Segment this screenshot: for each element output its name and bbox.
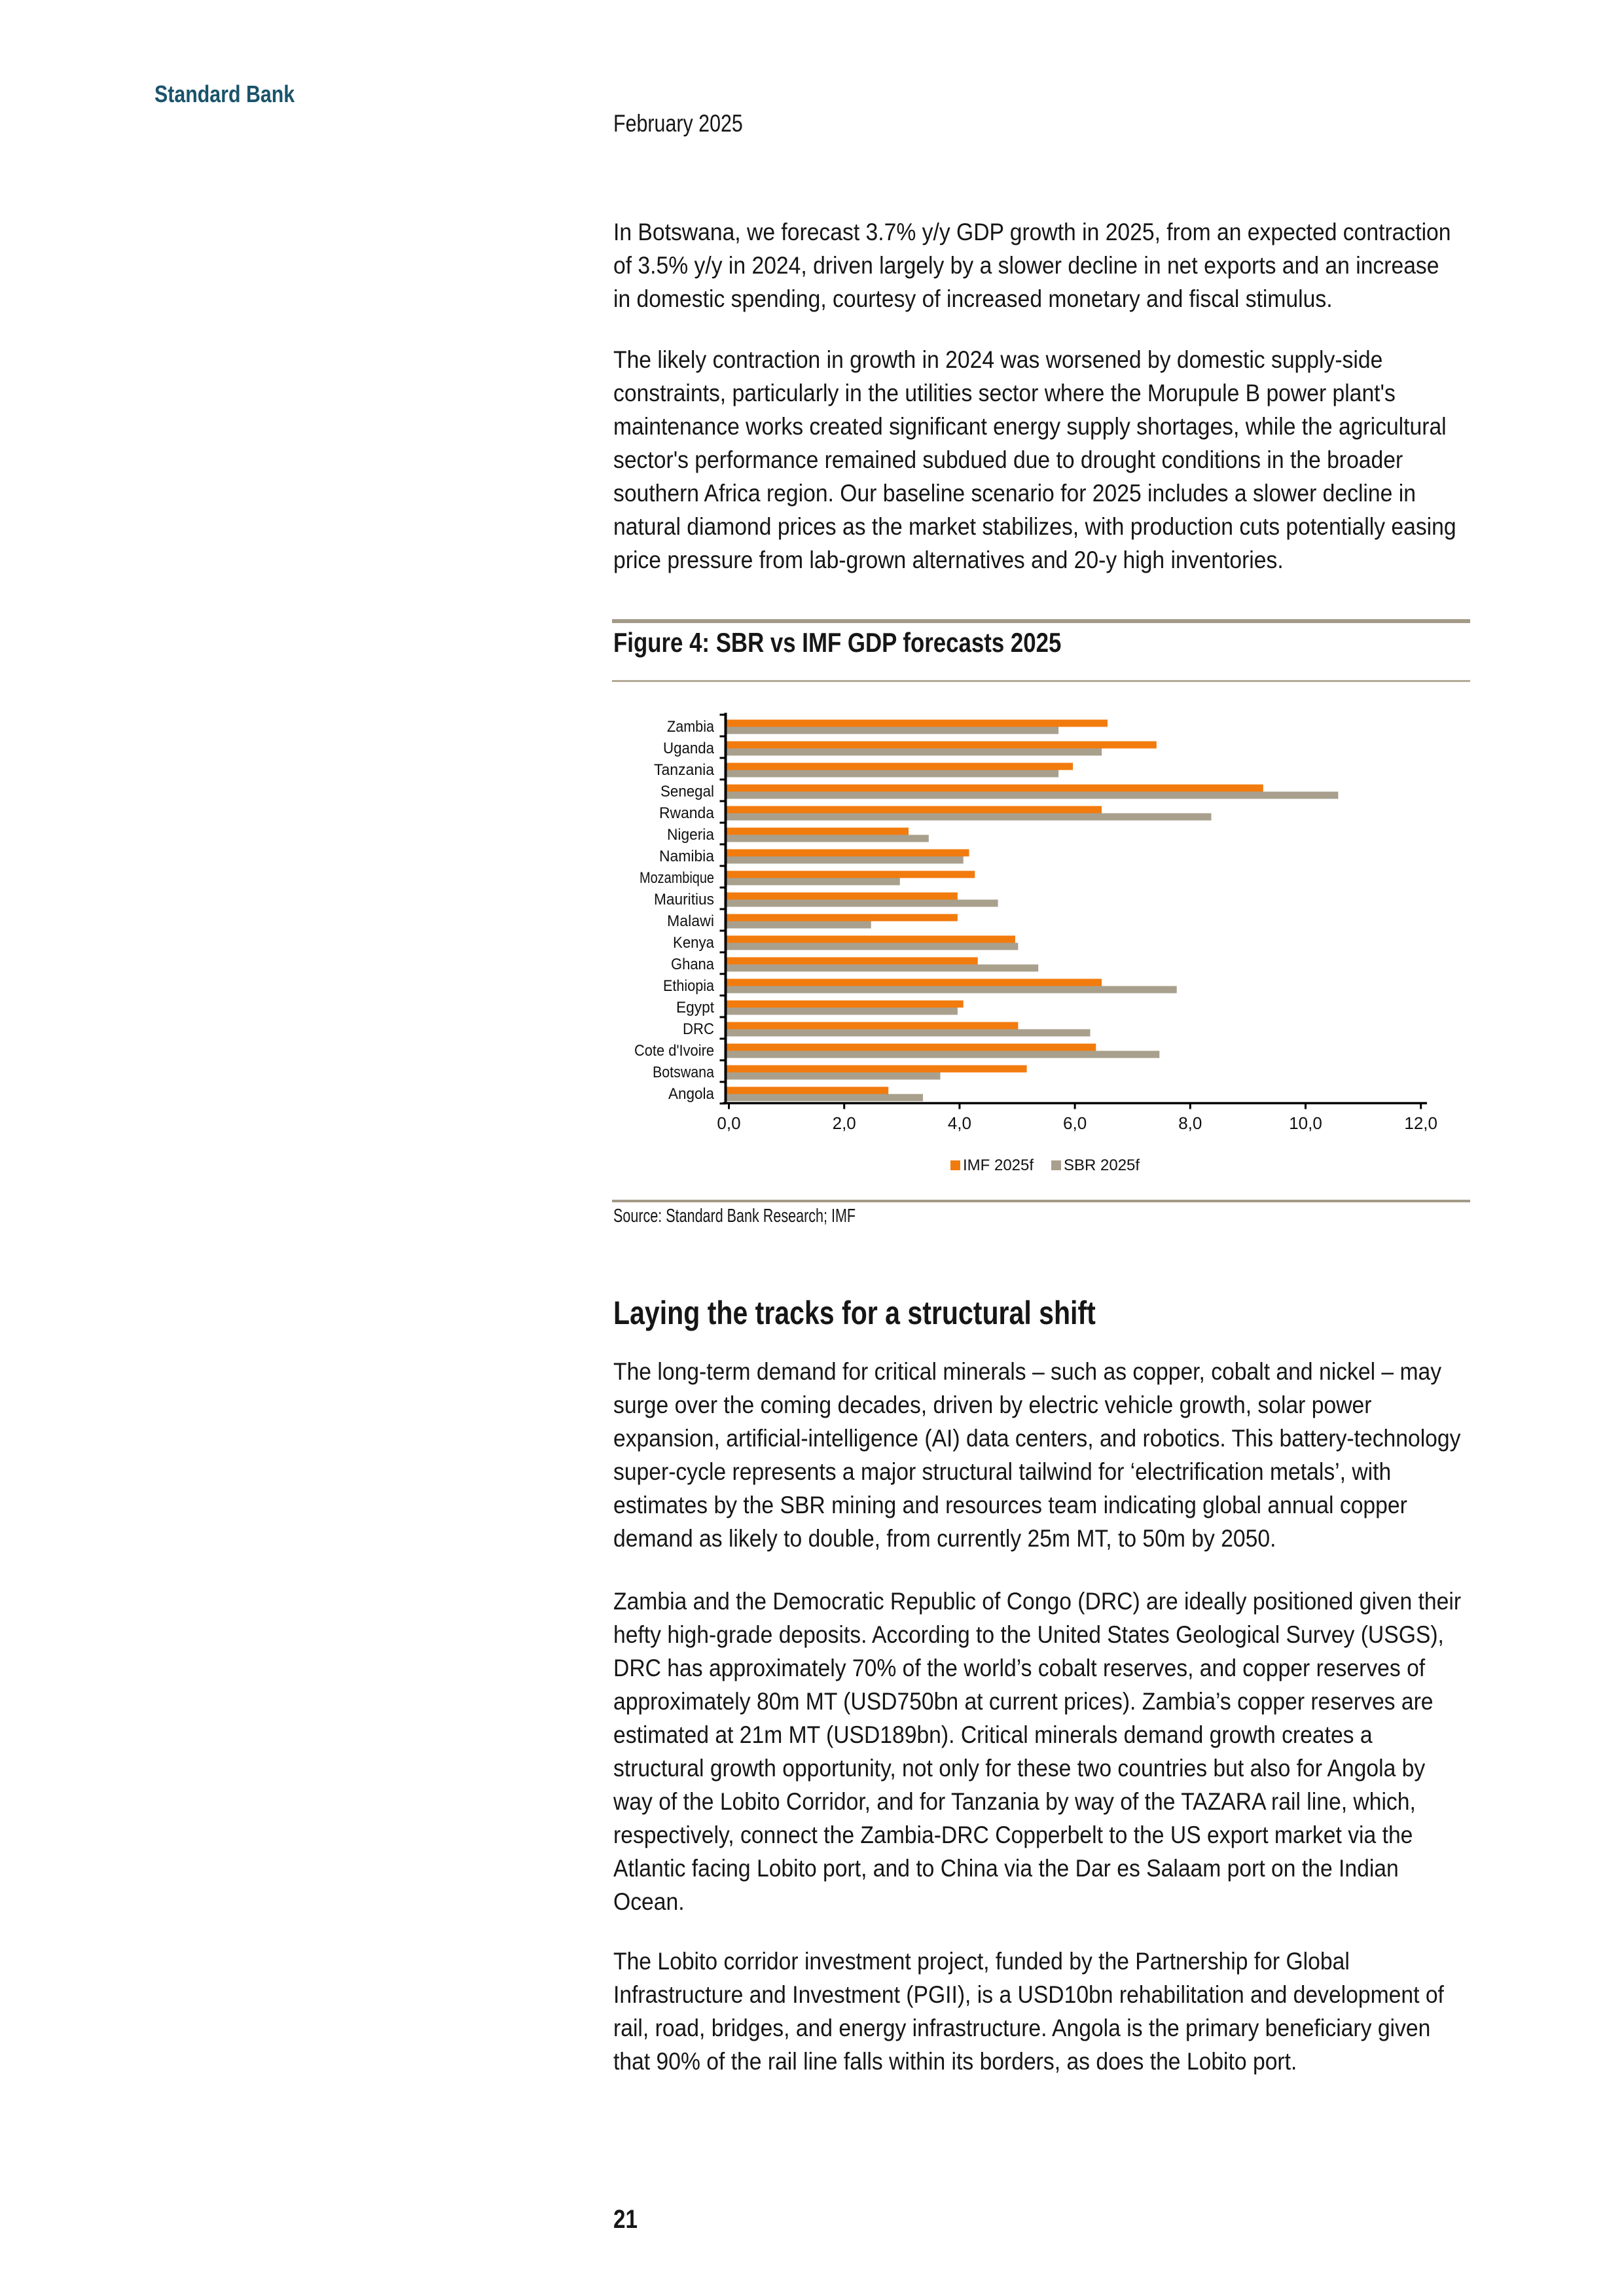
svg-text:SBR 2025f: SBR 2025f — [1064, 1157, 1140, 1174]
svg-text:8,0: 8,0 — [1178, 1113, 1202, 1133]
svg-text:Rwanda: Rwanda — [659, 804, 715, 822]
svg-text:Malawi: Malawi — [667, 912, 714, 930]
svg-text:4,0: 4,0 — [948, 1113, 971, 1133]
svg-text:Kenya: Kenya — [673, 934, 715, 952]
svg-text:Senegal: Senegal — [660, 783, 714, 800]
svg-text:Mauritius: Mauritius — [654, 891, 714, 908]
svg-text:Mozambique: Mozambique — [640, 869, 714, 887]
svg-text:10,0: 10,0 — [1289, 1113, 1322, 1133]
svg-text:IMF 2025f: IMF 2025f — [963, 1157, 1034, 1174]
svg-text:0,0: 0,0 — [717, 1113, 740, 1133]
svg-text:DRC: DRC — [683, 1020, 714, 1038]
svg-text:Nigeria: Nigeria — [667, 826, 715, 844]
svg-text:Namibia: Namibia — [659, 848, 715, 865]
svg-text:Uganda: Uganda — [663, 740, 715, 757]
svg-text:Zambia: Zambia — [667, 718, 715, 736]
svg-text:12,0: 12,0 — [1404, 1113, 1437, 1133]
svg-text:Botswana: Botswana — [653, 1064, 715, 1081]
svg-text:Egypt: Egypt — [676, 999, 714, 1016]
svg-text:Ethiopia: Ethiopia — [663, 977, 715, 995]
svg-text:Cote d'Ivoire: Cote d'Ivoire — [634, 1042, 714, 1060]
svg-text:2,0: 2,0 — [833, 1113, 856, 1133]
svg-text:Angola: Angola — [668, 1085, 715, 1103]
svg-text:Tanzania: Tanzania — [654, 761, 715, 779]
svg-text:Ghana: Ghana — [671, 956, 715, 973]
svg-text:6,0: 6,0 — [1063, 1113, 1087, 1133]
